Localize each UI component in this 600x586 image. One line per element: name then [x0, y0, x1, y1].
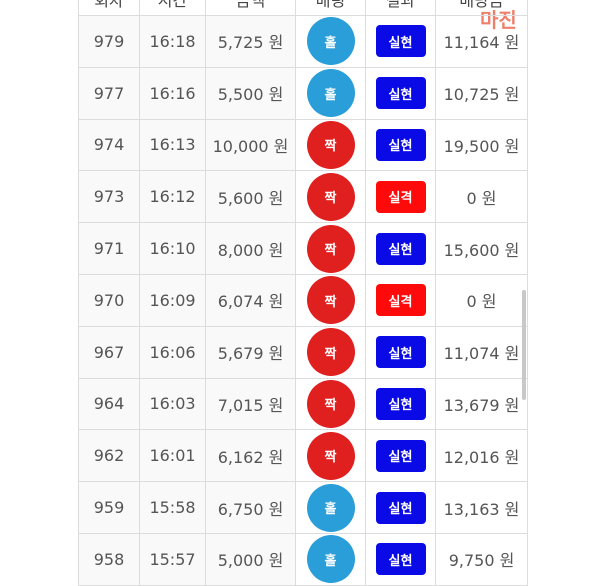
table-cell: 홀 [296, 16, 366, 68]
result-badge: 실현 [375, 25, 426, 58]
table-cell: 5,600 원 [206, 171, 296, 224]
table-cell: 5,000 원 [206, 534, 296, 586]
table-cell: 5,725 원 [206, 16, 296, 68]
table-cell: 962 [78, 430, 140, 483]
table-cell: 958 [78, 534, 140, 586]
table-cell: 16:12 [140, 171, 206, 224]
table-cell: 짝 [296, 223, 366, 275]
table-cell: 19,500 원 [436, 119, 528, 172]
result-badge: 실현 [375, 232, 426, 265]
table-cell: 실현 [366, 223, 436, 275]
table-cell: 13,679 원 [436, 378, 528, 431]
table-cell: 971 [78, 223, 140, 275]
table-cell: 5,500 원 [206, 67, 296, 120]
header-cell: 금액 [206, 0, 296, 16]
table-cell: 5,679 원 [206, 326, 296, 379]
table-cell: 실현 [366, 430, 436, 483]
result-badge: 실현 [375, 543, 426, 576]
table-cell: 979 [78, 16, 140, 68]
table-cell: 16:03 [140, 378, 206, 431]
scrollbar[interactable] [522, 290, 526, 400]
table-cell: 8,000 원 [206, 223, 296, 275]
result-badge: 실현 [375, 439, 426, 472]
result-badge: 실현 [375, 336, 426, 369]
header-cell: 시간 [140, 0, 206, 16]
table-cell: 6,750 원 [206, 482, 296, 534]
table-cell: 짝 [296, 378, 366, 431]
table-cell: 짝 [296, 171, 366, 224]
pick-circle: 홀 [306, 483, 355, 532]
table-cell: 970 [78, 275, 140, 327]
table-cell: 964 [78, 378, 140, 431]
table-cell: 16:09 [140, 275, 206, 327]
table-cell: 16:16 [140, 67, 206, 120]
table-cell: 15,600 원 [436, 223, 528, 275]
pick-circle: 홀 [306, 69, 355, 118]
table-cell: 967 [78, 326, 140, 379]
table-cell: 짝 [296, 326, 366, 379]
watermark: 마진 [480, 8, 517, 32]
pick-circle: 짝 [306, 224, 355, 273]
table-cell: 13,163 원 [436, 482, 528, 534]
table-cell: 16:06 [140, 326, 206, 379]
table-cell: 짝 [296, 275, 366, 327]
table-cell: 10,725 원 [436, 67, 528, 120]
table-cell: 0 원 [436, 275, 528, 327]
table-cell: 7,015 원 [206, 378, 296, 431]
table-cell: 16:10 [140, 223, 206, 275]
header-cell: 회차 [78, 0, 140, 16]
pick-circle: 홀 [306, 535, 355, 584]
table-cell: 16:01 [140, 430, 206, 483]
header-cell: 결과 [366, 0, 436, 16]
header-cell: 배팅 [296, 0, 366, 16]
pick-circle: 홀 [306, 17, 355, 66]
table-cell: 실현 [366, 67, 436, 120]
table-cell: 실현 [366, 534, 436, 586]
result-badge: 실현 [375, 491, 426, 524]
table-cell: 실현 [366, 119, 436, 172]
table-cell: 11,164 원 [436, 16, 528, 68]
table-cell: 15:58 [140, 482, 206, 534]
result-badge: 실현 [375, 128, 426, 161]
result-badge: 실현 [375, 77, 426, 110]
pick-circle: 짝 [306, 328, 355, 377]
table-cell: 홀 [296, 482, 366, 534]
table-cell: 959 [78, 482, 140, 534]
table-cell: 12,016 원 [436, 430, 528, 483]
page: 마진 회차 시간 금액 배팅 결과 배당금 979 16:18 5,725 원 홀 실현 11,164… [78, 0, 528, 586]
table-cell: 0 원 [436, 171, 528, 224]
table-cell: 실현 [366, 378, 436, 431]
table-cell: 실격 [366, 275, 436, 327]
table-cell: 977 [78, 67, 140, 120]
table-cell: 실현 [366, 16, 436, 68]
table-cell: 10,000 원 [206, 119, 296, 172]
table-cell: 9,750 원 [436, 534, 528, 586]
pick-circle: 짝 [306, 120, 355, 169]
table-cell: 974 [78, 119, 140, 172]
table-cell: 짝 [296, 430, 366, 483]
table-cell: 실격 [366, 171, 436, 224]
result-badge: 실현 [375, 387, 426, 420]
table-cell: 짝 [296, 119, 366, 172]
pick-circle: 짝 [306, 379, 355, 428]
table-cell: 15:57 [140, 534, 206, 586]
table-cell: 홀 [296, 67, 366, 120]
table-cell: 실현 [366, 482, 436, 534]
table-cell: 16:13 [140, 119, 206, 172]
pick-circle: 짝 [306, 276, 355, 325]
table-cell: 홀 [296, 534, 366, 586]
result-badge: 실격 [375, 180, 426, 213]
table-cell: 실현 [366, 326, 436, 379]
table-cell: 973 [78, 171, 140, 224]
table-cell: 16:18 [140, 16, 206, 68]
result-badge: 실격 [375, 284, 426, 317]
table-cell: 11,074 원 [436, 326, 528, 379]
table-cell: 6,162 원 [206, 430, 296, 483]
pick-circle: 짝 [306, 172, 355, 221]
header-cell: 배당금 [436, 0, 528, 16]
table-cell: 6,074 원 [206, 275, 296, 327]
pick-circle: 짝 [306, 431, 355, 480]
